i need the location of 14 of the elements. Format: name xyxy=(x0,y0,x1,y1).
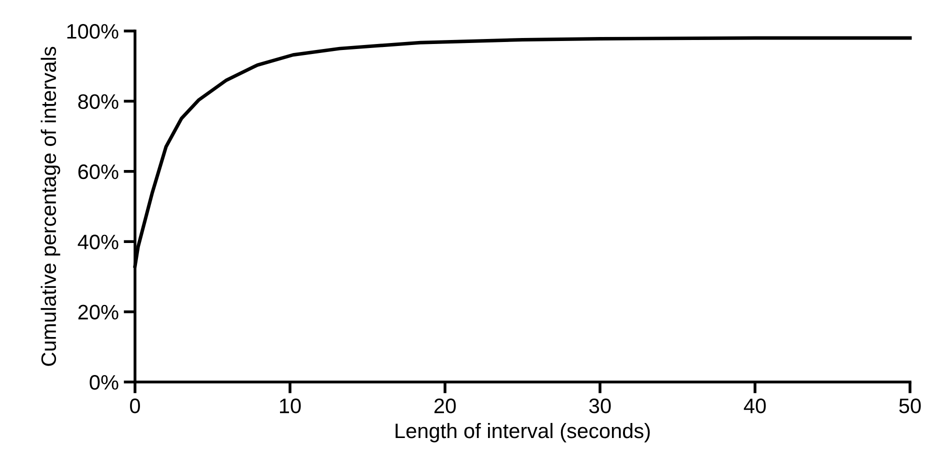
x-tick-label: 20 xyxy=(434,398,456,414)
y-tick-label: 80% xyxy=(78,94,118,109)
x-tick-label: 50 xyxy=(899,398,921,414)
y-tick-label: 20% xyxy=(78,304,118,320)
x-tick-label: 30 xyxy=(589,398,611,414)
x-tick-label: 0 xyxy=(130,398,140,414)
y-tick-label: 40% xyxy=(78,234,118,250)
y-axis-title: Cumulative percentage of intervals xyxy=(40,46,60,366)
y-tick-label: 100% xyxy=(67,24,118,39)
y-tick-label: 60% xyxy=(78,164,118,180)
x-axis-title: Length of interval (seconds) xyxy=(396,422,650,442)
y-tick-label: 0% xyxy=(90,375,118,390)
x-tick-label: 10 xyxy=(280,398,301,414)
x-tick-label: 40 xyxy=(744,398,766,414)
